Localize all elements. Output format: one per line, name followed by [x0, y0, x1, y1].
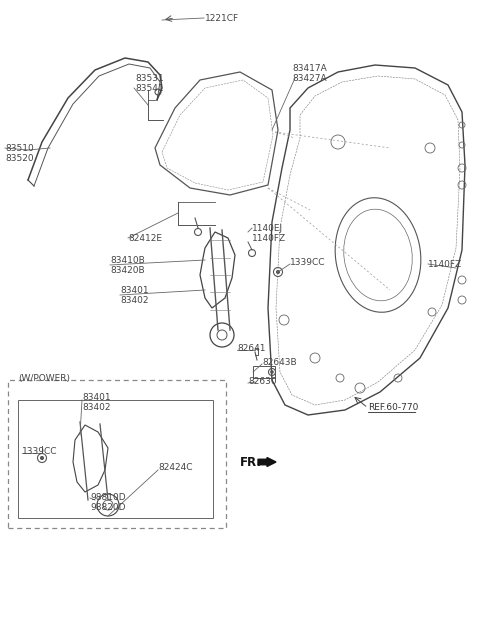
Text: 83520: 83520: [5, 154, 34, 163]
Text: 83402: 83402: [120, 295, 148, 305]
Text: 82412E: 82412E: [128, 233, 162, 243]
Text: 83417A: 83417A: [292, 64, 327, 72]
Text: 1339CC: 1339CC: [290, 258, 325, 267]
Text: 1140FZ: 1140FZ: [428, 259, 462, 269]
Text: 83541: 83541: [135, 84, 164, 92]
Text: 82643B: 82643B: [262, 358, 297, 366]
Circle shape: [40, 456, 44, 459]
Circle shape: [276, 271, 279, 274]
Text: (W/POWER): (W/POWER): [18, 373, 70, 383]
Text: 1339CC: 1339CC: [22, 448, 58, 456]
Text: 83401: 83401: [82, 394, 110, 402]
Text: 83410B: 83410B: [110, 256, 145, 264]
Text: 83531: 83531: [135, 74, 164, 82]
Text: 98810D: 98810D: [90, 493, 126, 503]
Text: FR.: FR.: [240, 456, 262, 469]
Text: 98820D: 98820D: [90, 503, 125, 513]
Text: 82630: 82630: [248, 378, 276, 386]
Text: 1140EJ: 1140EJ: [252, 223, 283, 233]
Text: 82424C: 82424C: [158, 464, 192, 472]
Text: 82641: 82641: [237, 344, 265, 352]
Text: REF.60-770: REF.60-770: [368, 404, 419, 412]
Bar: [8, 380, 226, 528]
Text: 83402: 83402: [82, 404, 110, 412]
Circle shape: [271, 371, 273, 373]
Bar: [18, 400, 213, 518]
Text: 83510: 83510: [5, 144, 34, 152]
Text: 1140FZ: 1140FZ: [252, 233, 286, 243]
Text: 83401: 83401: [120, 285, 149, 295]
Bar: [253, 366, 275, 378]
Text: 83427A: 83427A: [292, 74, 326, 82]
Text: 83420B: 83420B: [110, 266, 144, 274]
Text: 1221CF: 1221CF: [205, 14, 239, 22]
FancyArrow shape: [258, 457, 276, 467]
